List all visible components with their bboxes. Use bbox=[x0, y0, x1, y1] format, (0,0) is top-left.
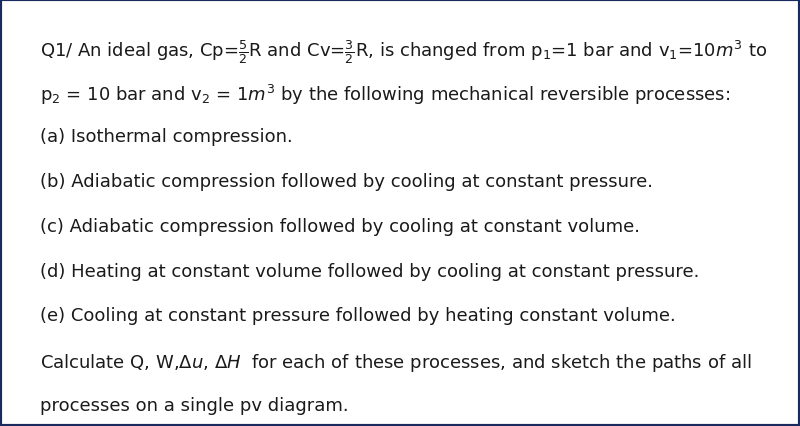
Text: p$_2$ = 10 bar and v$_2$ = 1$m^3$ by the following mechanical reversible process: p$_2$ = 10 bar and v$_2$ = 1$m^3$ by the… bbox=[40, 83, 730, 107]
Text: (b) Adiabatic compression followed by cooling at constant pressure.: (b) Adiabatic compression followed by co… bbox=[40, 173, 653, 190]
Text: Calculate Q, W,$\Delta u$, $\Delta H$  for each of these processes, and sketch t: Calculate Q, W,$\Delta u$, $\Delta H$ fo… bbox=[40, 351, 751, 374]
Text: (c) Adiabatic compression followed by cooling at constant volume.: (c) Adiabatic compression followed by co… bbox=[40, 217, 640, 235]
Text: Q1/ An ideal gas, Cp=$\frac{5}{2}$R and Cv=$\frac{3}{2}$R, is changed from p$_1$: Q1/ An ideal gas, Cp=$\frac{5}{2}$R and … bbox=[40, 38, 767, 66]
Text: (d) Heating at constant volume followed by cooling at constant pressure.: (d) Heating at constant volume followed … bbox=[40, 262, 699, 280]
Text: (a) Isothermal compression.: (a) Isothermal compression. bbox=[40, 128, 293, 146]
Text: (e) Cooling at constant pressure followed by heating constant volume.: (e) Cooling at constant pressure followe… bbox=[40, 307, 676, 325]
Text: processes on a single pv diagram.: processes on a single pv diagram. bbox=[40, 396, 349, 414]
